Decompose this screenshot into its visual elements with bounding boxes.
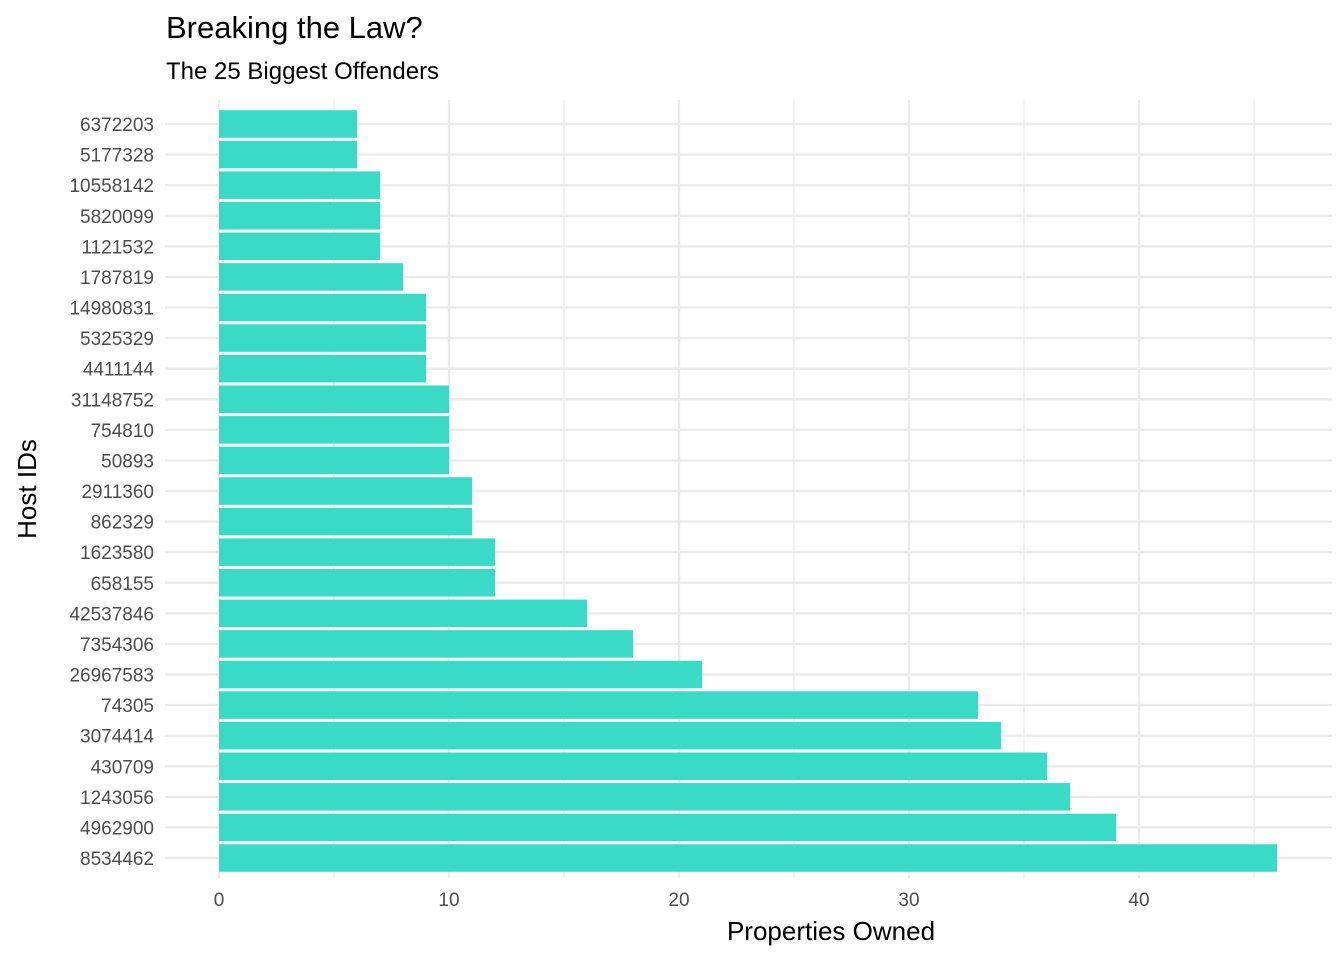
bar-1623580 (219, 538, 495, 566)
y-tick-label: 74305 (101, 696, 154, 717)
y-tick-label: 1623580 (80, 543, 154, 564)
bar-4411144 (219, 354, 426, 383)
bar-1243056 (219, 783, 1070, 811)
y-tick-label: 3074414 (80, 727, 154, 748)
y-tick-label: 8534462 (80, 849, 154, 870)
y-tick-label: 6372203 (80, 115, 154, 136)
y-tick-label: 430709 (91, 757, 154, 778)
bar-50893 (219, 446, 449, 475)
bar-3074414 (219, 721, 1001, 750)
bar-658155 (219, 568, 495, 597)
y-tick-label: 4962900 (80, 818, 154, 839)
y-tick-label: 658155 (91, 574, 154, 595)
bar-42537846 (219, 599, 587, 628)
bar-862329 (219, 507, 472, 536)
bars (219, 110, 1277, 872)
y-tick-label: 1243056 (80, 788, 154, 809)
x-tick-label: 0 (214, 890, 225, 911)
y-tick-label: 2911360 (81, 482, 154, 503)
x-tick-labels: 0 10 20 30 40 (214, 890, 1150, 911)
y-tick-label: 1121532 (81, 237, 154, 258)
y-tick-label: 5325329 (80, 329, 154, 350)
x-tick-label: 10 (438, 890, 459, 911)
y-tick-label: 14980831 (69, 299, 154, 320)
chart-title: Breaking the Law? (166, 10, 423, 45)
y-tick-label: 5177328 (80, 146, 154, 167)
bar-1121532 (219, 232, 380, 261)
bar-26967583 (219, 660, 702, 689)
y-axis-title: Host IDs (12, 439, 42, 539)
bar-2911360 (219, 477, 472, 505)
y-tick-labels: 8534462 4962900 1243056 430709 3074414 74305 2… (69, 115, 154, 870)
x-tick-label: 30 (898, 890, 919, 911)
y-tick-label: 10558142 (69, 176, 154, 197)
bar-31148752 (219, 385, 449, 414)
chart-subtitle: The 25 Biggest Offenders (166, 58, 440, 85)
bar-6372203 (219, 110, 357, 138)
y-tick-label: 42537846 (69, 604, 154, 625)
bar-10558142 (219, 171, 380, 199)
bar-7354306 (219, 630, 633, 658)
y-tick-label: 862329 (91, 513, 154, 534)
bar-5820099 (219, 201, 380, 230)
x-tick-label: 20 (668, 890, 689, 911)
bar-754810 (219, 416, 449, 444)
y-tick-label: 1787819 (80, 268, 154, 289)
y-tick-label: 50893 (101, 451, 154, 472)
x-axis-title: Properties Owned (727, 916, 935, 946)
bar-14980831 (219, 293, 426, 322)
y-tick-label: 5820099 (80, 207, 154, 228)
bar-8534462 (219, 844, 1277, 872)
y-tick-label: 26967583 (69, 666, 154, 687)
y-tick-label: 754810 (91, 421, 154, 442)
bar-1787819 (219, 263, 403, 291)
x-tick-label: 40 (1128, 890, 1149, 911)
bar-5325329 (219, 324, 426, 352)
y-tick-label: 31148752 (71, 390, 154, 411)
bar-5177328 (219, 140, 357, 169)
y-tick-label: 4411144 (83, 360, 155, 381)
bar-4962900 (219, 813, 1116, 842)
bar-430709 (219, 752, 1047, 781)
y-tick-label: 7354306 (80, 635, 154, 656)
bar-74305 (219, 691, 978, 719)
